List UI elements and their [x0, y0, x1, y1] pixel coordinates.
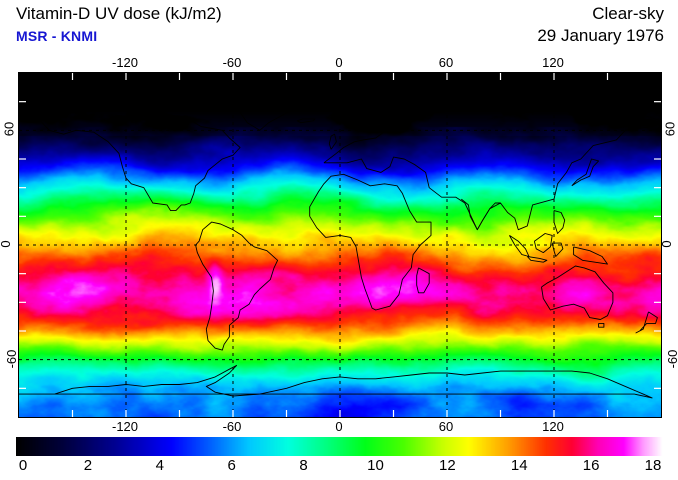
- page-title: Vitamin-D UV dose (kJ/m2): [16, 4, 222, 23]
- colorbar-tick-3: 6: [227, 457, 236, 474]
- longitude-tick-top-2: 0: [335, 55, 343, 70]
- sky-condition-label: Clear-sky: [592, 4, 664, 23]
- colorbar-tick-6: 12: [439, 457, 456, 474]
- colorbar-tick-5: 10: [367, 457, 384, 474]
- colorbar-tick-2: 4: [155, 457, 164, 474]
- latitude-tick-left-0: 60: [1, 122, 17, 137]
- latitude-tick-right-1: 0: [659, 240, 675, 248]
- longitude-tick-bottom-0: -120: [112, 419, 139, 434]
- latitude-tick-left-2: -60: [3, 349, 19, 369]
- uv-dose-heatmap: [19, 73, 661, 417]
- colorbar-tick-4: 8: [299, 457, 308, 474]
- longitude-tick-top-0: -120: [112, 55, 139, 70]
- longitude-tick-bottom-1: -60: [222, 419, 242, 434]
- colorbar-tick-0: 0: [18, 457, 28, 474]
- longitude-tick-bottom-2: 0: [335, 419, 343, 434]
- colorbar-tick-7: 14: [510, 457, 528, 474]
- colorbar-tick-8: 16: [582, 457, 600, 474]
- longitude-tick-bottom-4: 120: [542, 419, 564, 434]
- latitude-tick-left-1: 0: [0, 240, 13, 247]
- colorbar-tick-1: 2: [83, 457, 93, 474]
- date-label: 29 January 1976: [537, 26, 664, 45]
- colorbar-tick-9: 18: [644, 457, 662, 474]
- longitude-tick-top-4: 120: [542, 55, 564, 70]
- longitude-tick-bottom-3: 60: [438, 419, 454, 434]
- latitude-tick-right-0: 60: [662, 122, 678, 137]
- colorbar: [16, 437, 663, 456]
- colorbar-gradient: [16, 437, 663, 456]
- latitude-tick-right-2: -60: [664, 349, 678, 369]
- longitude-tick-top-3: 60: [438, 55, 454, 70]
- data-source-label: MSR - KNMI: [16, 28, 98, 44]
- longitude-tick-top-1: -60: [222, 55, 242, 70]
- world-map-panel: [18, 72, 662, 418]
